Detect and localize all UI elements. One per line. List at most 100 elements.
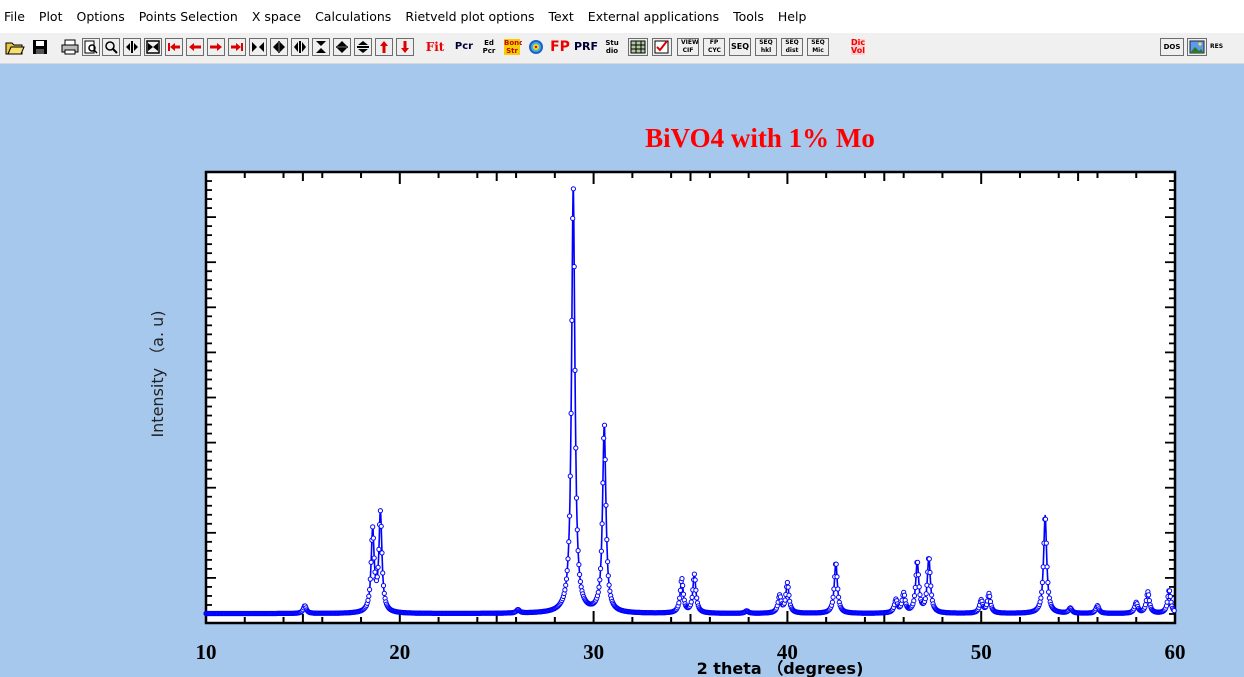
menu-points-selection[interactable]: Points Selection (138, 9, 238, 24)
shift-horizontal-button[interactable] (291, 38, 309, 56)
menu-x-space[interactable]: X space (251, 9, 302, 24)
data-point (571, 264, 577, 270)
data-point (1042, 516, 1049, 522)
seq-dist-button[interactable]: SEQ dist (781, 38, 803, 56)
data-point (679, 576, 685, 582)
open-folder-icon (5, 42, 25, 55)
arrow-up-icon (380, 41, 388, 53)
data-point (376, 546, 382, 552)
down-button[interactable] (396, 38, 414, 56)
data-point (1038, 595, 1044, 601)
edit-pcr-button[interactable]: Ed Pcr (479, 38, 499, 56)
data-point (370, 524, 376, 530)
grid-button[interactable] (628, 38, 648, 56)
data-point (782, 597, 788, 603)
up-button[interactable] (375, 38, 393, 56)
data-point (1045, 579, 1051, 586)
bond-str-button[interactable]: Bond Str (502, 38, 522, 56)
arrow-last-icon (231, 43, 243, 51)
data-point (598, 548, 605, 554)
arrow-left-icon (189, 43, 201, 51)
bond-str-label: Bond Str (504, 39, 522, 55)
data-point (1044, 564, 1050, 570)
image-button[interactable] (1187, 38, 1207, 56)
x-tick-label: 40 (777, 640, 798, 664)
converge-vertical-icon (316, 41, 326, 53)
fp-label: FP (550, 39, 570, 55)
menu-external-applications[interactable]: External applications (587, 9, 720, 24)
seq-mic-button[interactable]: SEQ Mic (807, 38, 829, 56)
right-button[interactable] (207, 38, 225, 56)
seq-mic-label: SEQ Mic (811, 39, 825, 54)
seq-hkl-button[interactable]: SEQ hkl (755, 38, 777, 56)
shift-vertical-button[interactable] (354, 38, 372, 56)
data-point (1043, 540, 1049, 546)
data-point (563, 576, 570, 582)
menu-plot[interactable]: Plot (38, 9, 63, 24)
menu-tools[interactable]: Tools (733, 9, 764, 24)
magnifier-icon (105, 41, 118, 54)
data-point (378, 523, 384, 529)
pcr-button[interactable]: Pcr (452, 38, 476, 56)
data-point (692, 577, 698, 583)
data-point (562, 587, 568, 593)
check-button[interactable] (652, 38, 672, 56)
first-button[interactable] (165, 38, 183, 56)
fp-cyc-button[interactable]: FP CYC (703, 38, 725, 56)
prf-button[interactable]: PRF (574, 38, 598, 56)
diffraction-plot[interactable]: BiVO4 with 1% Mo 10 20 30 40 50 60 Intensity … (0, 64, 1244, 677)
converge-horizontal-button[interactable] (249, 38, 267, 56)
view-cif-button[interactable]: VIEW CIF (677, 38, 699, 56)
data-point (601, 422, 608, 428)
menu-file[interactable]: File (4, 9, 25, 24)
dic-vol-button[interactable]: Dic Vol (847, 38, 869, 56)
menu-help[interactable]: Help (777, 9, 807, 24)
data-point (566, 539, 572, 545)
data-point (676, 600, 682, 606)
open-folder-button[interactable] (4, 38, 26, 56)
print-button[interactable] (60, 38, 80, 56)
edit-pcr-label: Ed Pcr (482, 39, 496, 55)
data-point (834, 574, 840, 580)
converge-vertical-button[interactable] (312, 38, 330, 56)
data-point (381, 590, 387, 597)
menu-options[interactable]: Options (76, 9, 125, 24)
zoom-button[interactable] (102, 38, 120, 56)
data-point (576, 562, 582, 568)
data-point (377, 508, 383, 514)
data-point (1171, 608, 1177, 614)
contract-horizontal-button[interactable] (144, 38, 162, 56)
target-button[interactable] (526, 38, 546, 56)
data-point (365, 597, 371, 604)
arrow-down-icon (401, 41, 409, 53)
data-point (575, 548, 581, 554)
fit-button[interactable]: Fit (423, 38, 447, 56)
menu-text[interactable]: Text (548, 9, 574, 24)
menu-calculations[interactable]: Calculations (315, 9, 392, 24)
left-button[interactable] (186, 38, 204, 56)
last-button[interactable] (228, 38, 246, 56)
diverge-vertical-button[interactable] (333, 38, 351, 56)
data-point (911, 598, 917, 604)
data-point (785, 584, 791, 590)
preview-button[interactable] (82, 38, 100, 56)
data-point (1046, 589, 1052, 595)
arrow-right-icon (210, 43, 222, 51)
menu-rietveld-plot-options[interactable]: Rietveld plot options (405, 9, 535, 24)
data-point (367, 587, 373, 593)
dic-vol-label: Dic Vol (851, 38, 866, 55)
save-button[interactable] (30, 38, 50, 56)
res-button[interactable]: RES (1210, 38, 1244, 56)
data-point (691, 571, 698, 577)
menu-bar: File Plot Options Points Selection X spa… (0, 0, 1244, 33)
studio-button[interactable]: Stu dio (601, 38, 623, 56)
diverge-horizontal-button[interactable] (270, 38, 288, 56)
seq-button[interactable]: SEQ (729, 38, 751, 56)
fp-button[interactable]: FP (548, 38, 572, 56)
expand-horizontal-button[interactable] (123, 38, 141, 56)
data-point (596, 584, 602, 590)
data-point (380, 570, 386, 576)
dos-button[interactable]: DOS (1160, 38, 1184, 56)
data-point (570, 215, 576, 221)
save-icon (33, 40, 47, 54)
